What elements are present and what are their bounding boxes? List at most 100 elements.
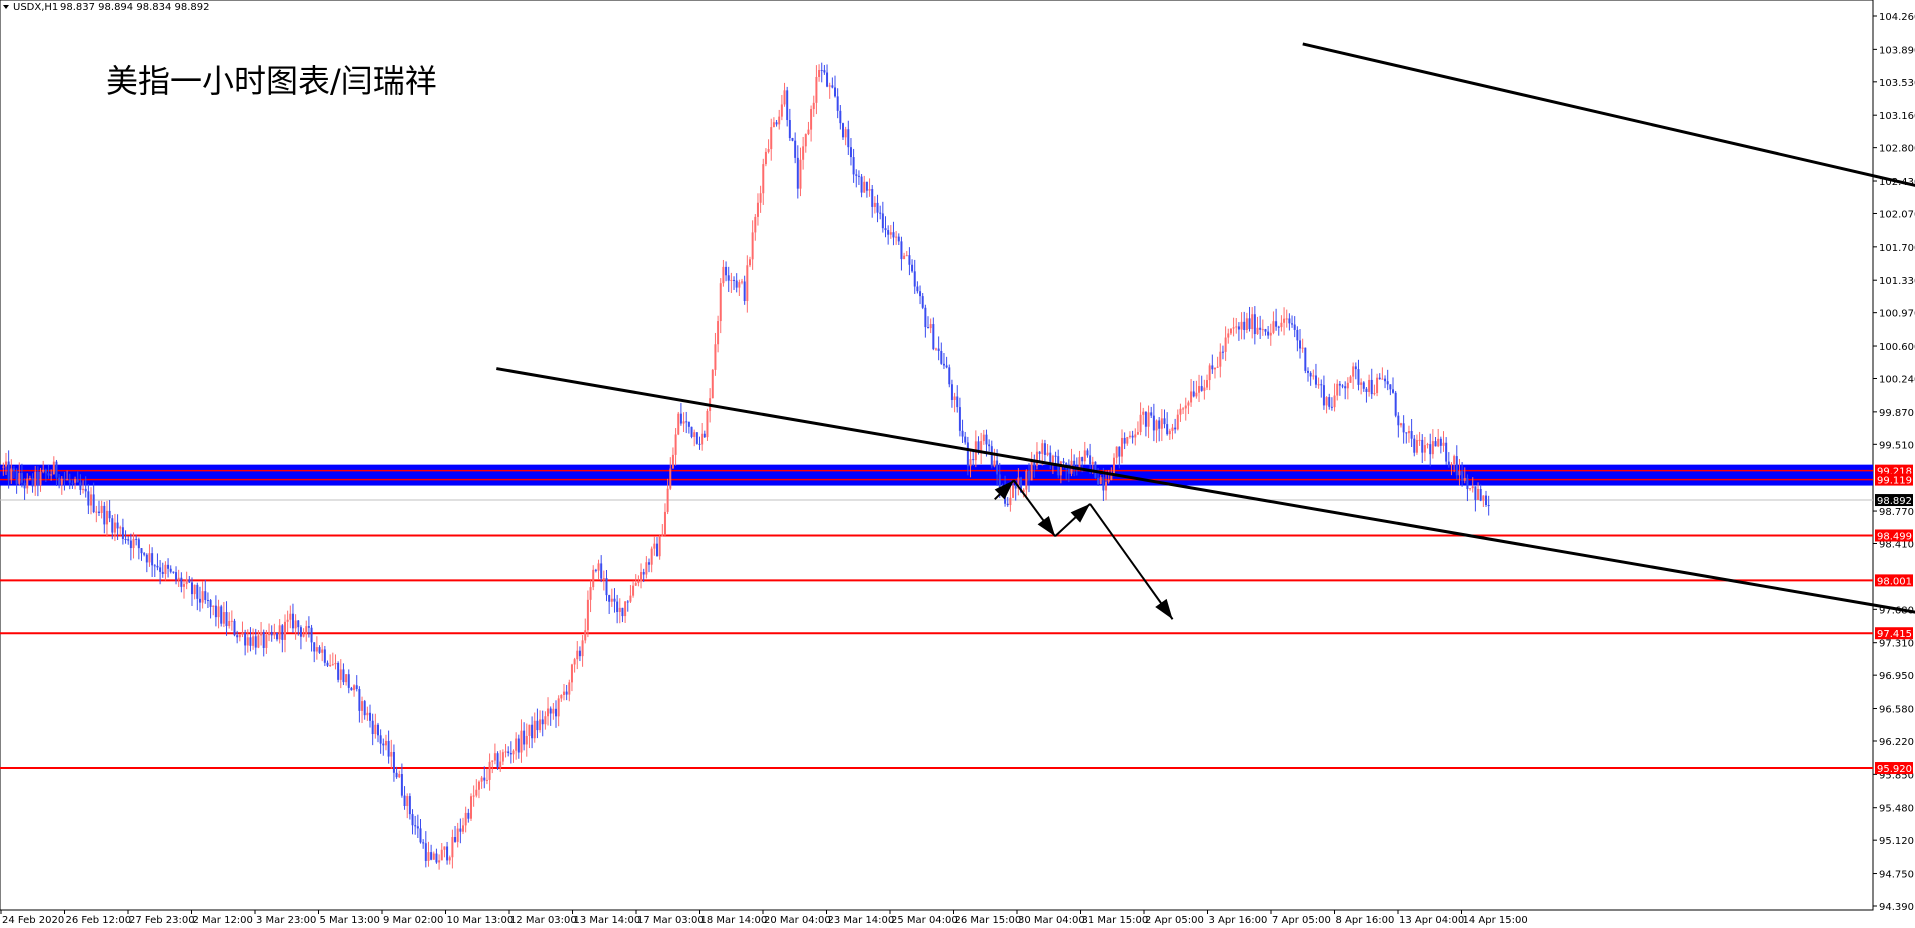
candle-body xyxy=(376,724,379,736)
candle-body xyxy=(1479,488,1482,501)
candle xyxy=(1283,307,1286,336)
candle-body xyxy=(1399,423,1402,426)
dropdown-triangle-icon[interactable] xyxy=(3,5,9,9)
channel-lower-line[interactable] xyxy=(496,367,1915,906)
candle-body xyxy=(509,753,512,755)
candle xyxy=(1014,482,1017,501)
candle xyxy=(1285,309,1288,328)
candle-body xyxy=(116,522,119,529)
candle-body xyxy=(589,587,592,600)
candle xyxy=(1131,430,1134,444)
candle xyxy=(183,580,186,599)
candle-body xyxy=(520,730,523,753)
candle-body xyxy=(1020,477,1023,493)
x-tick-label: 12 Mar 03:00 xyxy=(510,915,577,926)
candle-body xyxy=(283,621,286,640)
candle-body xyxy=(384,740,387,746)
candle-body xyxy=(204,591,207,600)
candle xyxy=(515,732,518,760)
candle xyxy=(1009,486,1012,512)
candle xyxy=(1267,326,1270,339)
candle xyxy=(169,565,172,574)
candle-body xyxy=(820,70,823,72)
candle xyxy=(217,599,220,629)
candle xyxy=(919,285,922,305)
candle xyxy=(92,482,95,514)
candle xyxy=(427,841,430,867)
candle-body xyxy=(281,625,284,640)
candle xyxy=(690,426,693,439)
candle-body xyxy=(1421,439,1424,453)
candle-body xyxy=(427,852,430,861)
candle xyxy=(1312,369,1315,380)
candle xyxy=(151,547,154,577)
candle xyxy=(1256,316,1259,335)
y-tick-label: 94.390 xyxy=(1879,902,1914,913)
candle-body xyxy=(1144,411,1147,427)
candle xyxy=(55,459,58,487)
candle-body xyxy=(693,432,696,437)
candle xyxy=(1163,409,1166,429)
x-tick-label: 2 Mar 12:00 xyxy=(193,915,253,926)
candle xyxy=(472,785,475,807)
candle-body xyxy=(129,540,132,549)
candle xyxy=(1442,431,1445,452)
candle-body xyxy=(945,365,948,368)
candle xyxy=(1320,379,1323,398)
candle xyxy=(881,201,884,233)
projection-arrow-4[interactable] xyxy=(1089,503,1174,620)
arrow-head-icon xyxy=(1037,516,1056,537)
channel-upper-line[interactable] xyxy=(1302,42,1915,645)
candle-body xyxy=(836,96,839,111)
candle-body xyxy=(310,627,313,643)
candle xyxy=(531,716,534,749)
candle xyxy=(1240,312,1243,340)
candle xyxy=(1160,409,1163,442)
candle xyxy=(289,605,292,629)
candle-body xyxy=(353,685,356,691)
candle-body xyxy=(1309,372,1312,377)
candle-body xyxy=(1049,452,1052,463)
candle-body xyxy=(1097,477,1100,485)
candle-body xyxy=(233,620,236,636)
candle xyxy=(1314,363,1317,389)
candle-body xyxy=(1184,405,1187,409)
candle xyxy=(520,719,523,763)
candle-body xyxy=(1413,438,1416,453)
candle xyxy=(706,408,709,441)
candle-body xyxy=(113,522,116,533)
candle xyxy=(270,625,273,642)
y-tick-label: 100.600 xyxy=(1879,342,1915,353)
candle-body xyxy=(464,812,467,826)
candle xyxy=(934,347,937,351)
candle xyxy=(87,484,90,515)
candle xyxy=(1384,375,1387,389)
candle xyxy=(310,624,313,652)
candle xyxy=(225,601,228,636)
projection-arrow-1[interactable] xyxy=(994,479,1015,501)
candle-body xyxy=(557,698,560,717)
candle-body xyxy=(1296,329,1299,341)
candle-body xyxy=(900,241,903,260)
candle-body xyxy=(1450,463,1453,466)
candle xyxy=(608,594,611,614)
y-tick-label: 94.750 xyxy=(1879,870,1914,881)
header-ohlc: 98.837 98.894 98.834 98.892 xyxy=(60,2,210,13)
candle-body xyxy=(36,471,39,486)
candle-body xyxy=(629,595,632,602)
y-tick-label: 101.700 xyxy=(1879,243,1915,254)
candle xyxy=(1306,367,1309,382)
candle xyxy=(408,793,411,820)
candle xyxy=(1118,446,1121,469)
candle xyxy=(972,451,975,467)
candle-body xyxy=(395,772,398,778)
candle-body xyxy=(600,563,603,579)
projection-arrow-3[interactable] xyxy=(1054,503,1091,538)
candle xyxy=(562,683,565,701)
candle-body xyxy=(544,716,547,725)
candle xyxy=(1386,369,1389,391)
candle xyxy=(212,605,215,616)
candle-body xyxy=(190,582,193,595)
projection-arrow-2[interactable] xyxy=(1013,479,1056,537)
